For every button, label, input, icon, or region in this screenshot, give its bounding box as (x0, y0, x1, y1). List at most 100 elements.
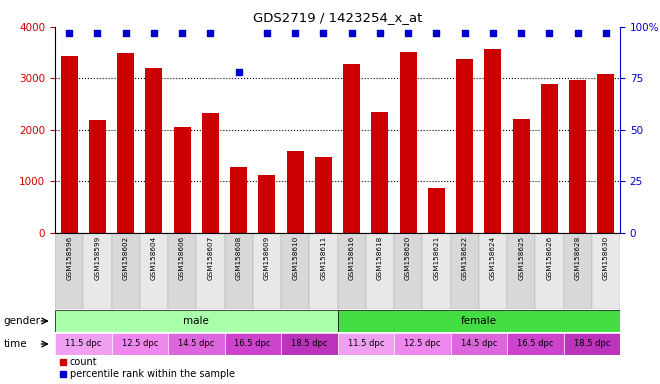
Text: GSM158626: GSM158626 (546, 236, 552, 280)
Text: female: female (461, 316, 497, 326)
Text: GSM158624: GSM158624 (490, 236, 496, 280)
Bar (422, 234, 451, 309)
Bar (564, 333, 620, 355)
Bar (83, 234, 112, 309)
Bar (428, 188, 445, 233)
Bar (55, 234, 83, 309)
Bar (513, 119, 529, 233)
Text: 14.5 dpc: 14.5 dpc (461, 339, 497, 349)
Bar (253, 234, 281, 309)
Point (572, 30, 583, 36)
Point (64, 30, 75, 36)
Bar (484, 49, 502, 233)
Text: GSM158622: GSM158622 (461, 236, 468, 280)
Bar (89, 120, 106, 233)
Bar (145, 68, 162, 233)
Bar (507, 234, 535, 309)
Text: GSM158599: GSM158599 (94, 236, 100, 280)
Bar (337, 333, 394, 355)
Bar (597, 74, 614, 233)
Text: GSM158625: GSM158625 (518, 236, 524, 280)
Bar (337, 310, 620, 332)
Point (92, 30, 103, 36)
Text: gender: gender (3, 316, 40, 326)
Text: GSM158611: GSM158611 (320, 236, 327, 280)
Text: 16.5 dpc: 16.5 dpc (234, 339, 271, 349)
Bar (478, 234, 507, 309)
Bar (569, 80, 586, 233)
Text: GSM158616: GSM158616 (348, 236, 354, 280)
Bar (541, 84, 558, 233)
Text: GSM158608: GSM158608 (236, 236, 242, 280)
Point (403, 30, 413, 36)
Text: GSM158607: GSM158607 (207, 236, 213, 280)
Point (120, 30, 131, 36)
Text: GSM158621: GSM158621 (434, 236, 440, 280)
Point (318, 30, 329, 36)
Text: 14.5 dpc: 14.5 dpc (178, 339, 214, 349)
Bar (310, 234, 337, 309)
Text: GSM158628: GSM158628 (575, 236, 581, 280)
Point (488, 30, 498, 36)
Text: 12.5 dpc: 12.5 dpc (121, 339, 158, 349)
Bar (230, 167, 247, 233)
Text: 11.5 dpc: 11.5 dpc (348, 339, 384, 349)
Bar (315, 157, 332, 233)
Text: time: time (3, 339, 27, 349)
Bar (168, 234, 196, 309)
Text: 11.5 dpc: 11.5 dpc (65, 339, 102, 349)
Bar (281, 333, 337, 355)
Text: GSM158630: GSM158630 (603, 236, 609, 280)
Bar (55, 310, 337, 332)
Bar (394, 234, 422, 309)
Bar (366, 234, 394, 309)
Point (261, 30, 272, 36)
Point (148, 30, 159, 36)
Text: GSM158620: GSM158620 (405, 236, 411, 280)
Point (516, 30, 527, 36)
Point (205, 30, 216, 36)
Point (544, 30, 554, 36)
Bar (112, 333, 168, 355)
Text: GSM158604: GSM158604 (151, 236, 157, 280)
Bar (112, 234, 140, 309)
Bar (564, 234, 592, 309)
Bar (394, 333, 451, 355)
Point (601, 30, 611, 36)
Bar (343, 65, 360, 233)
Bar (456, 59, 473, 233)
Bar (196, 234, 224, 309)
Point (459, 30, 470, 36)
Bar (61, 56, 78, 233)
Bar (507, 333, 564, 355)
Text: GSM158618: GSM158618 (377, 236, 383, 280)
Bar (224, 333, 281, 355)
Bar (117, 53, 134, 233)
Bar (55, 333, 112, 355)
Text: GSM158610: GSM158610 (292, 236, 298, 280)
Bar (451, 333, 507, 355)
Bar (174, 127, 191, 233)
Point (346, 30, 357, 36)
Bar (259, 175, 275, 233)
Bar (451, 234, 478, 309)
Bar (372, 113, 388, 233)
Bar (281, 234, 310, 309)
Text: 12.5 dpc: 12.5 dpc (404, 339, 440, 349)
Bar (592, 234, 620, 309)
Text: GSM158606: GSM158606 (179, 236, 185, 280)
Bar (337, 234, 366, 309)
Legend: count, percentile rank within the sample: count, percentile rank within the sample (60, 357, 234, 379)
Point (177, 30, 187, 36)
Bar (535, 234, 564, 309)
Text: GSM158596: GSM158596 (66, 236, 72, 280)
Point (290, 30, 300, 36)
Text: male: male (183, 316, 209, 326)
Text: 18.5 dpc: 18.5 dpc (291, 339, 327, 349)
Bar (286, 151, 304, 233)
Text: GSM158609: GSM158609 (264, 236, 270, 280)
Bar (224, 234, 253, 309)
Bar (168, 333, 224, 355)
Bar (140, 234, 168, 309)
Bar (202, 113, 219, 233)
